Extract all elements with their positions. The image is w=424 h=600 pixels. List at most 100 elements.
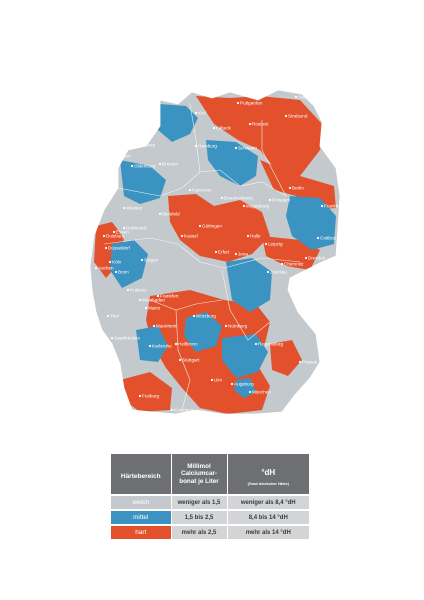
- city-aachen-label: Aachen: [98, 266, 114, 271]
- city-magdeburg-marker: [242, 204, 246, 208]
- city-labels: Puttgarden Sassnitz Kiel Lübeck Rostock Stral…: [94, 95, 357, 413]
- city-hamburg-marker: [194, 144, 198, 148]
- city-koeln-marker: [108, 260, 112, 264]
- city-goettingen-marker: [198, 224, 202, 228]
- city-potsdam-label: Potsdam: [272, 198, 290, 203]
- city-frankfurt-marker: [156, 294, 160, 298]
- city-stuttgart-label: Stuttgart: [182, 358, 200, 363]
- legend-label-mittel: mittel: [111, 509, 172, 525]
- city-wilhelmshaven-marker: [120, 143, 124, 147]
- legend-header-millimol-line2: Calciumcar-: [180, 470, 218, 478]
- city-passau-label: Passau: [302, 360, 318, 365]
- city-essen-label: Essen: [116, 230, 129, 235]
- city-karlsruhe-label: Karlsruhe: [152, 344, 172, 349]
- city-ulm-marker: [210, 378, 214, 382]
- city-heilbronn-label: Heilbronn: [178, 342, 198, 347]
- city-potsdam-marker: [268, 198, 272, 202]
- city-karlsruhe-marker: [148, 344, 152, 348]
- city-emden-marker: [112, 154, 116, 158]
- city-halle-label: Halle: [250, 234, 261, 239]
- legend-dh-weich: weniger als 8,4 °dH: [227, 494, 309, 510]
- city-braunschweig-marker: [220, 196, 224, 200]
- region-mittel: [136, 326, 168, 362]
- city-siegen-label: Siegen: [144, 258, 159, 263]
- legend-row-weich: weich weniger als 1,5 weniger als 8,4 °d…: [111, 494, 309, 510]
- city-jena-marker: [234, 252, 238, 256]
- city-stralsund-label: Stralsund: [288, 114, 308, 119]
- state-borders: [103, 103, 301, 411]
- city-aachen-marker: [94, 266, 98, 270]
- city-dresden-label: Dresden: [308, 256, 326, 261]
- city-frankfurt-oder-label: Frankfurt (Oder): [324, 204, 357, 209]
- city-hamburg-label: Hamburg: [198, 144, 217, 149]
- region-hart: [120, 372, 172, 412]
- city-berlin-marker: [288, 186, 292, 190]
- city-wiesbaden-marker: [138, 298, 142, 302]
- city-frankfurt-oder-marker: [320, 204, 324, 208]
- city-nuernberg-marker: [224, 324, 228, 328]
- city-mainz-label: Mainz: [148, 306, 161, 311]
- city-bielefeld-marker: [158, 212, 162, 216]
- city-magdeburg-label: Magdeburg: [246, 204, 270, 209]
- legend-header-millimol: Millimol Calciumcar- bonat je Liter: [171, 454, 228, 495]
- city-rostock-label: Rostock: [252, 122, 269, 127]
- city-trier-label: Trier: [110, 314, 120, 319]
- city-saarbruecken-label: Saarbrücken: [114, 336, 140, 341]
- legend-header-dh-sub: (Grad deutscher Härte): [247, 482, 289, 486]
- city-erfurt-label: Erfurt: [218, 250, 230, 255]
- city-jena-label: Jena: [238, 252, 248, 257]
- legend-header-hardness: Härtebereich: [111, 454, 172, 495]
- city-stralsund-marker: [284, 114, 288, 118]
- city-regensburg-marker: [254, 342, 258, 346]
- region-mittel: [286, 196, 336, 250]
- city-duisburg-marker: [102, 234, 106, 238]
- city-hannover-marker: [188, 188, 192, 192]
- city-regensburg-label: Regensburg: [258, 342, 283, 347]
- city-dortmund-label: Dortmund: [126, 226, 147, 231]
- city-puttgarden-marker: [236, 101, 240, 105]
- city-rostock-marker: [248, 122, 252, 126]
- city-cottbus-marker: [316, 236, 320, 240]
- city-oldenburg-marker: [130, 164, 134, 168]
- region-hart: [260, 160, 336, 210]
- legend-millimol-weich: weniger als 1,5: [171, 494, 228, 510]
- city-zwickau-marker: [266, 270, 270, 274]
- city-muenchen-label: München: [252, 390, 271, 395]
- legend-label-hart: hart: [111, 524, 172, 539]
- city-bielefeld-label: Bielefeld: [162, 212, 180, 217]
- city-erfurt-marker: [214, 250, 218, 254]
- city-siegen-marker: [140, 258, 144, 262]
- city-goettingen-label: Göttingen: [202, 224, 222, 229]
- city-chemnitz-marker: [280, 262, 284, 266]
- legend-dh-mittel: 8,4 bis 14 °dH: [227, 509, 309, 525]
- city-freiburg-marker: [138, 394, 142, 398]
- legend-dh-hart: mehr als 14 °dH: [227, 524, 309, 539]
- city-passau-marker: [298, 360, 302, 364]
- city-bremen-marker: [158, 162, 162, 166]
- legend-row-mittel: mittel 1,5 bis 2,5 8,4 bis 14 °dH: [111, 509, 309, 525]
- city-trier-marker: [106, 314, 110, 318]
- city-muenster-marker: [122, 206, 126, 210]
- city-leipzig-label: Leipzig: [268, 242, 283, 247]
- city-halle-marker: [246, 234, 250, 238]
- city-cottbus-label: Cottbus: [320, 236, 337, 241]
- city-freiburg-label: Freiburg: [142, 394, 160, 399]
- city-ulm-label: Ulm: [214, 378, 222, 383]
- legend-millimol-hart: mehr als 2,5: [171, 524, 228, 539]
- city-kiel-label: Kiel: [198, 111, 206, 116]
- city-koblenz-marker: [126, 288, 130, 292]
- legend-row-hart: hart mehr als 2,5 mehr als 14 °dH: [111, 524, 309, 539]
- region-mittel: [110, 240, 148, 288]
- hardness-regions: [90, 90, 340, 414]
- germany-outline: [89, 89, 341, 415]
- city-schwerin-marker: [234, 146, 238, 150]
- city-essen-marker: [112, 230, 116, 234]
- city-sassnitz-label: Sassnitz: [298, 95, 316, 100]
- legend-label-weich: weich: [111, 494, 172, 510]
- city-dortmund-marker: [122, 226, 126, 230]
- city-luebeck-marker: [212, 126, 216, 130]
- region-hart: [270, 340, 302, 376]
- city-muenster-label: Münster: [126, 206, 143, 211]
- city-heilbronn-marker: [174, 342, 178, 346]
- city-bonn-marker: [114, 270, 118, 274]
